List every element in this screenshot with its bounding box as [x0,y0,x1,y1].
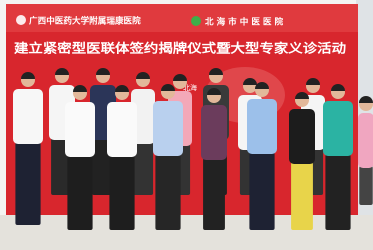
floor [0,215,373,250]
person-legs [249,152,274,230]
person-legs [155,154,180,230]
person-legs [67,155,92,230]
person-legs [15,142,40,225]
right-logo-text: 北 海 市 中 医 医 院 [205,16,284,28]
right-logo [191,16,201,26]
person-shirt [107,102,137,157]
person-legs [203,158,225,230]
person-shirt [247,99,277,154]
person-legs [325,154,350,230]
left-logo-text: 广西中医药大学附属瑞康医院 [29,15,141,27]
person-legs [291,162,313,230]
person-shirt [289,109,315,164]
photo: 广西中医药大学附属瑞康医院 北 海 市 中 医 医 院 建立紧密型医联体签约揭牌… [0,0,373,250]
person-shirt [201,105,227,160]
person-legs [359,166,372,205]
person-shirt [153,101,183,156]
left-logo [16,15,26,25]
person-shirt [13,89,43,144]
person-shirt [358,113,373,168]
person-shirt [65,102,95,157]
person-legs [109,155,134,230]
person-shirt [323,101,353,156]
banner-title: 建立紧密型医联体签约揭牌仪式暨大型专家义诊活动 [14,41,346,56]
